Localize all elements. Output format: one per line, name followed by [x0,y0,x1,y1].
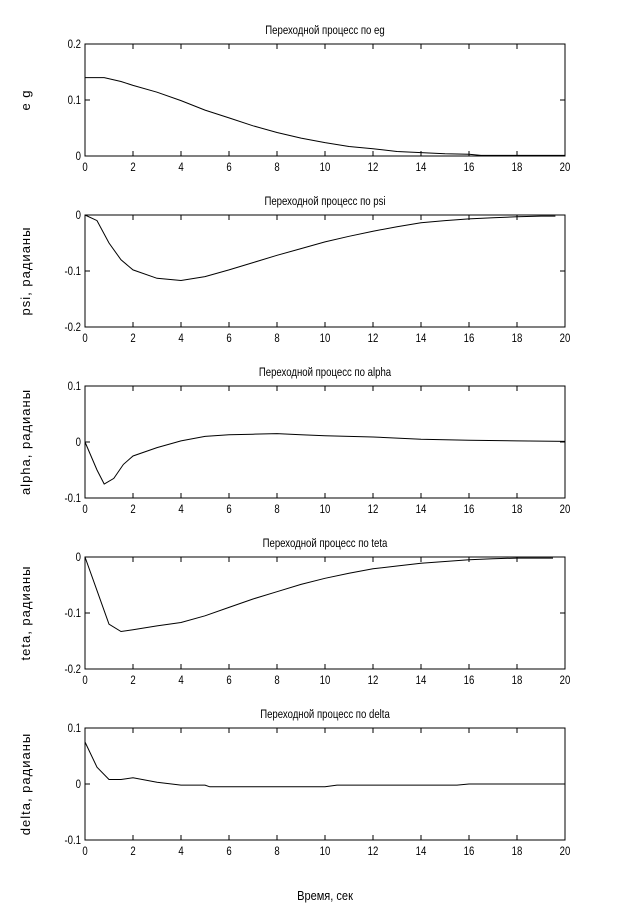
series-line [84,741,565,788]
subplot-title: Переходной процесс по delta [260,708,390,721]
x-tick-label: 14 [416,845,427,858]
x-tick-label: 20 [560,161,571,174]
x-tick-label: 12 [368,674,379,687]
x-tick-label: 4 [178,674,183,687]
axes-frame [84,43,566,157]
y-tick-label: 0 [76,209,81,222]
x-tick-label: 2 [130,674,135,687]
x-tick-label: 18 [512,161,523,174]
x-tick-label: 20 [560,845,571,858]
y-axis-label: teta, радианы [18,566,33,661]
x-tick-label: 8 [274,161,279,174]
x-tick-label: 6 [226,503,231,516]
subplot-1: Переходной процесс по psi 0 2 4 6 8 10 12 14 16 18… [18,195,570,345]
x-tick-label: 0 [82,503,87,516]
x-tick-label: 10 [320,161,331,174]
x-tick-label: 10 [320,845,331,858]
subplot-title: Переходной процесс по psi [264,195,385,208]
x-tick-label: 0 [82,161,87,174]
y-tick-label: -0.2 [64,321,81,334]
subplot-0: Переходной процесс по eg 0 2 4 6 8 10 12 14 16 18 2… [18,24,570,174]
x-tick-label: 16 [464,332,475,345]
y-tick-label: 0 [76,150,81,163]
x-tick-label: 4 [178,503,183,516]
x-tick-label: 18 [512,503,523,516]
x-tick-label: 20 [560,674,571,687]
x-tick-label: 0 [82,845,87,858]
x-tick-label: 18 [512,845,523,858]
x-tick-label: 12 [368,161,379,174]
x-tick-label: 6 [226,161,231,174]
x-tick-label: 20 [560,503,571,516]
x-tick-label: 12 [368,503,379,516]
x-tick-label: 2 [130,332,135,345]
x-tick-label: 0 [82,332,87,345]
y-tick-label: 0.1 [68,94,81,107]
x-tick-label: 14 [416,161,427,174]
series-line [84,433,566,485]
x-axis-label: Время, сек [297,888,353,903]
x-tick-label: 20 [560,332,571,345]
y-tick-label: 0 [76,778,81,791]
axes-frame [84,214,566,328]
x-tick-label: 2 [130,161,135,174]
x-tick-label: 16 [464,845,475,858]
x-tick-label: 8 [274,503,279,516]
x-tick-label: 12 [368,845,379,858]
y-tick-label: 0.1 [68,722,81,735]
x-tick-label: 14 [416,332,427,345]
y-axis-label: delta, радианы [18,733,33,835]
subplot-title: Переходной процесс по alpha [259,366,392,379]
y-axis-label: alpha, радианы [18,389,33,495]
series-line [84,556,553,633]
axes-frame [84,385,566,499]
subplot-3: Переходной процесс по teta 0 2 4 6 8 10 12 14 16 1… [18,537,570,687]
subplot-4: Переходной процесс по delta 0 2 4 6 8 10 12 14 16… [18,708,570,858]
x-tick-label: 8 [274,845,279,858]
x-tick-label: 0 [82,674,87,687]
y-tick-label: 0 [76,436,81,449]
subplot-title: Переходной процесс по teta [263,537,389,550]
series-line [84,214,556,282]
y-tick-label: 0.2 [68,38,81,51]
x-tick-label: 4 [178,161,183,174]
x-tick-label: 16 [464,161,475,174]
y-tick-label: -0.2 [64,663,81,676]
y-tick-label: -0.1 [64,607,81,620]
y-tick-label: -0.1 [64,834,81,847]
x-tick-label: 4 [178,845,183,858]
x-tick-label: 18 [512,332,523,345]
x-tick-label: 10 [320,674,331,687]
x-tick-label: 8 [274,674,279,687]
x-tick-label: 18 [512,674,523,687]
x-tick-label: 6 [226,332,231,345]
x-tick-label: 2 [130,845,135,858]
x-tick-label: 10 [320,503,331,516]
x-tick-label: 8 [274,332,279,345]
x-tick-label: 16 [464,503,475,516]
x-tick-label: 4 [178,332,183,345]
x-tick-label: 2 [130,503,135,516]
x-tick-label: 14 [416,503,427,516]
y-tick-label: 0 [76,551,81,564]
y-axis-label: e g [18,89,33,110]
x-tick-label: 6 [226,845,231,858]
x-tick-label: 10 [320,332,331,345]
axes-frame [84,556,566,670]
x-tick-label: 16 [464,674,475,687]
y-tick-label: -0.1 [64,492,81,505]
x-tick-label: 6 [226,674,231,687]
x-tick-label: 14 [416,674,427,687]
x-tick-label: 12 [368,332,379,345]
y-tick-label: 0.1 [68,380,81,393]
subplot-title: Переходной процесс по eg [265,24,384,37]
subplot-2: Переходной процесс по alpha 0 2 4 6 8 10 12 14 16… [18,366,570,516]
series-line [85,77,565,156]
y-tick-label: -0.1 [64,265,81,278]
y-axis-label: psi, радианы [18,227,33,316]
